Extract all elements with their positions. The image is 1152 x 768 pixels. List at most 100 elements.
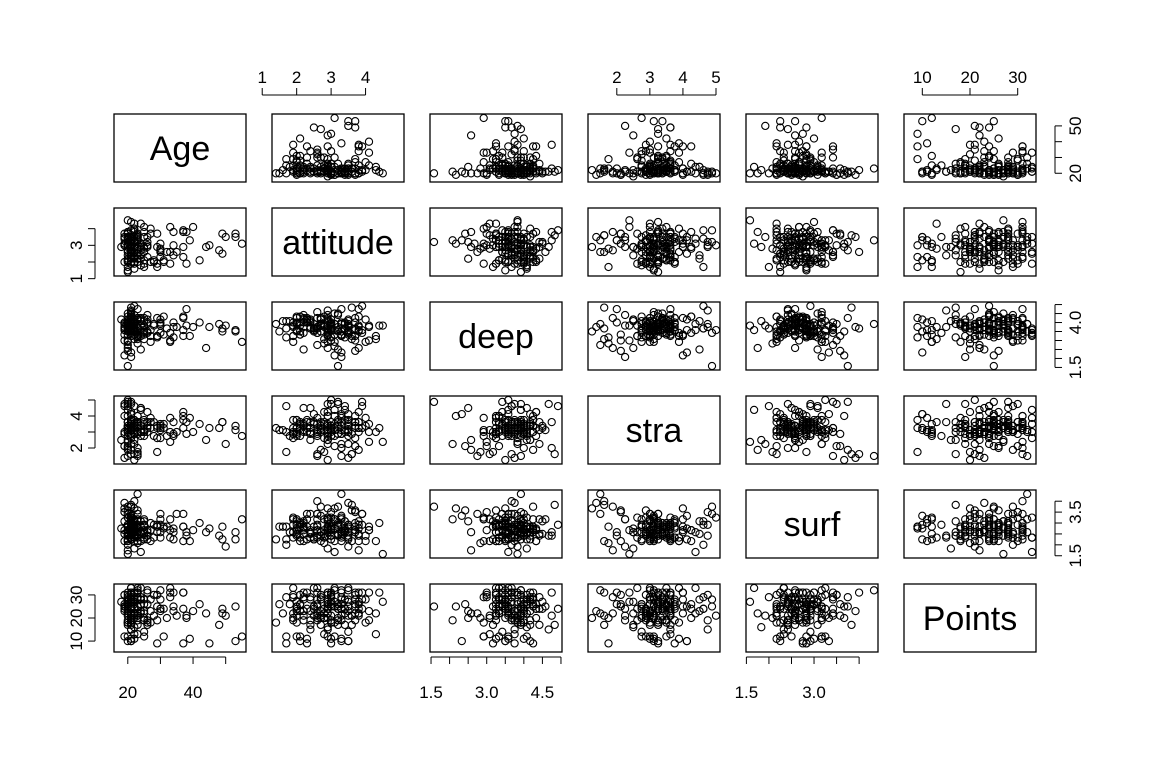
data-point: [429, 502, 439, 511]
data-point: [544, 625, 553, 634]
data-point: [535, 165, 544, 175]
data-point: [753, 445, 762, 455]
data-point: [840, 411, 849, 421]
data-point: [1018, 497, 1027, 506]
data-point: [670, 167, 679, 176]
data-point: [516, 489, 526, 499]
data-point: [375, 518, 384, 528]
data-point: [946, 435, 956, 445]
data-point: [587, 327, 597, 336]
data-point: [188, 526, 198, 535]
data-point: [162, 613, 172, 623]
data-point: [282, 324, 291, 333]
data-point: [354, 536, 363, 546]
data-point: [932, 533, 941, 542]
data-point: [528, 167, 538, 176]
data-point: [547, 164, 556, 173]
data-point: [195, 600, 204, 609]
data-point: [840, 455, 849, 465]
data-point: [299, 403, 308, 413]
data-point: [674, 618, 684, 627]
data-point: [378, 169, 387, 178]
data-point: [629, 343, 638, 353]
data-point: [1027, 148, 1037, 157]
data-point: [951, 500, 960, 510]
data-point: [970, 121, 979, 131]
data-point: [927, 513, 936, 522]
data-point: [271, 535, 281, 544]
data-point: [662, 134, 671, 143]
data-point: [600, 620, 609, 630]
data-point: [625, 216, 634, 225]
data-point: [608, 313, 617, 323]
data-point: [946, 544, 956, 553]
data-point: [195, 419, 204, 429]
data-point: [699, 540, 708, 549]
data-point: [498, 153, 507, 162]
data-point: [989, 351, 998, 360]
data-point: [649, 153, 658, 162]
data-point: [364, 588, 374, 597]
data-point: [951, 303, 960, 312]
data-point: [776, 267, 785, 277]
data-point: [507, 169, 516, 178]
data-point: [231, 421, 240, 431]
data-point: [942, 251, 951, 260]
data-point: [970, 536, 979, 546]
data-point: [201, 609, 211, 618]
data-point: [547, 140, 556, 149]
data-point: [768, 244, 777, 253]
data-point: [139, 627, 149, 636]
data-point: [188, 222, 198, 232]
data-point: [790, 443, 800, 453]
data-point: [980, 345, 989, 354]
data-point: [271, 319, 281, 329]
data-point: [185, 634, 194, 643]
data-point: [932, 417, 941, 427]
data-point: [519, 134, 528, 143]
data-point: [604, 613, 613, 623]
data-point: [547, 417, 556, 427]
data-point: [600, 536, 609, 546]
data-point: [221, 542, 230, 551]
data-point: [633, 513, 642, 522]
data-point: [674, 583, 684, 593]
data-point: [616, 507, 625, 517]
data-point: [215, 423, 224, 433]
data-point: [522, 544, 531, 553]
data-point: [153, 639, 162, 648]
data-point: [1004, 509, 1013, 519]
data-point: [699, 262, 708, 272]
data-point: [323, 455, 332, 465]
data-point: [600, 303, 609, 312]
data-point: [817, 352, 826, 362]
data-point: [378, 437, 387, 447]
data-point: [806, 301, 815, 311]
data-point: [836, 429, 845, 439]
data-point: [547, 611, 556, 620]
data-point: [699, 324, 708, 333]
data-point: [289, 148, 298, 157]
data-point: [333, 361, 343, 371]
data-point: [1013, 441, 1022, 451]
data-point: [678, 504, 688, 513]
data-point: [510, 137, 519, 146]
data-point: [633, 154, 642, 164]
data-point: [783, 124, 793, 134]
data-point: [942, 417, 951, 427]
data-point: [182, 259, 191, 268]
data-point: [707, 361, 717, 371]
data-point: [625, 148, 634, 157]
data-point: [299, 167, 308, 176]
data-point: [927, 522, 936, 531]
data-point: [482, 507, 491, 517]
data-point: [282, 593, 291, 602]
data-point: [457, 511, 466, 520]
data-point: [337, 489, 346, 499]
data-point: [479, 148, 488, 157]
data-point: [123, 361, 132, 371]
data-point: [464, 517, 473, 526]
data-point: [918, 117, 927, 126]
data-point: [271, 618, 281, 627]
data-point: [323, 169, 332, 178]
